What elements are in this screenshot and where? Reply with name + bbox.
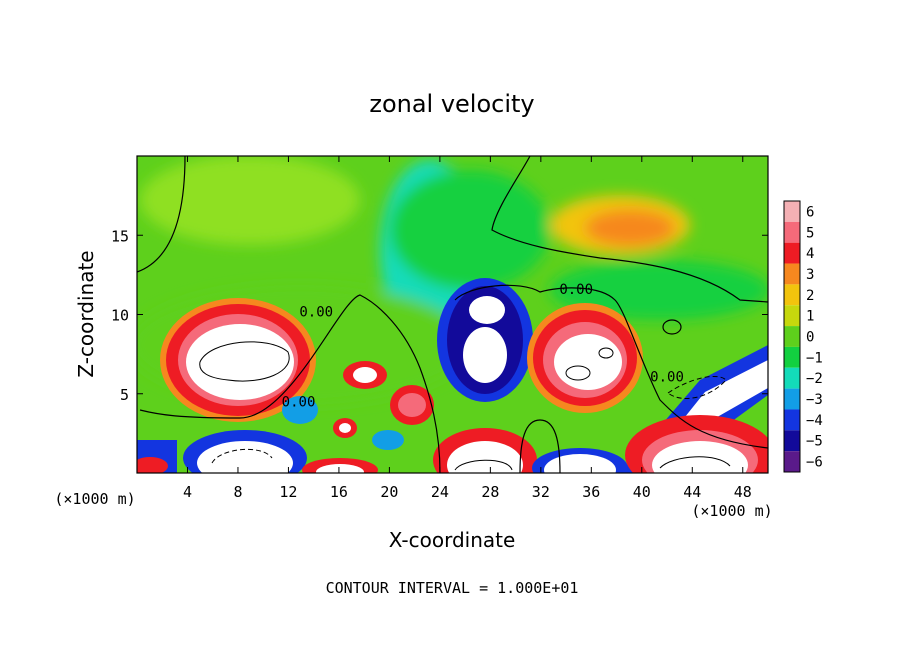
x-unit-right: (×1000 m) — [691, 502, 772, 520]
colorbar-segment — [784, 346, 800, 368]
colorbar-label: −5 — [806, 434, 823, 450]
colorbar-label: 5 — [806, 225, 814, 241]
colorbar-label: 4 — [806, 246, 814, 262]
colorbar-label: 6 — [806, 204, 814, 220]
colorbar-segment — [784, 388, 800, 410]
colorbar-segment — [784, 451, 800, 472]
contour-label: 0.00 — [282, 395, 316, 411]
colorbar-label: −6 — [806, 455, 823, 471]
colorbar-segment — [784, 284, 800, 306]
colorbar-segment — [784, 263, 800, 285]
x-tick-label: 40 — [633, 483, 651, 501]
colorbar-label: −2 — [806, 371, 823, 387]
colorbar-label: −3 — [806, 392, 823, 408]
y-tick-label: 10 — [111, 307, 129, 325]
colorbar-label: 3 — [806, 267, 814, 283]
contour-interval-note: CONTOUR INTERVAL = 1.000E+01 — [326, 579, 579, 597]
colorbar-segment — [784, 367, 800, 389]
colorbar-segment — [784, 326, 800, 347]
x-tick-label: 44 — [683, 483, 701, 501]
velocity-field — [137, 156, 768, 473]
colorbar-segment — [784, 201, 800, 222]
colorbar-segment — [784, 409, 800, 431]
contour-labels: 0.00 0.00 0.00 0.00 — [282, 282, 684, 411]
colorbar-label: −4 — [806, 413, 823, 429]
x-axis: 4 8 12 16 20 24 28 32 36 40 44 48 — [183, 156, 752, 501]
x-axis-label: X-coordinate — [389, 528, 516, 552]
contour-label: 0.00 — [650, 369, 684, 385]
colorbar-segment — [784, 430, 800, 452]
x-tick-label: 20 — [380, 483, 398, 501]
x-tick-label: 36 — [582, 483, 600, 501]
colorbar-segment — [784, 221, 800, 243]
x-tick-label: 48 — [734, 483, 752, 501]
contour-label: 0.00 — [299, 304, 333, 320]
x-unit-left: (×1000 m) — [54, 490, 135, 508]
y-axis-label: Z-coordinate — [74, 250, 98, 377]
x-tick-label: 28 — [481, 483, 499, 501]
colorbar-segment — [784, 242, 800, 264]
colorbar-label: 1 — [806, 309, 814, 325]
colorbar: 6 5 4 3 2 1 0 −1 −2 −3 −4 −5 −6 — [783, 200, 823, 473]
x-tick-label: 4 — [183, 483, 192, 501]
chart-title: zonal velocity — [369, 90, 534, 118]
x-tick-label: 12 — [279, 483, 297, 501]
x-tick-label: 16 — [330, 483, 348, 501]
y-tick-label: 5 — [120, 386, 129, 404]
colorbar-frame — [783, 200, 801, 473]
y-tick-label: 15 — [111, 227, 129, 245]
colorbar-label: −1 — [806, 350, 823, 366]
x-tick-label: 8 — [233, 483, 242, 501]
colorbar-label: 0 — [806, 330, 814, 346]
x-tick-label: 24 — [431, 483, 449, 501]
colorbar-label: 2 — [806, 288, 814, 304]
x-tick-label: 32 — [532, 483, 550, 501]
colorbar-segment — [784, 305, 800, 327]
y-axis: 5 10 15 — [111, 227, 768, 404]
contour-label: 0.00 — [559, 282, 593, 298]
